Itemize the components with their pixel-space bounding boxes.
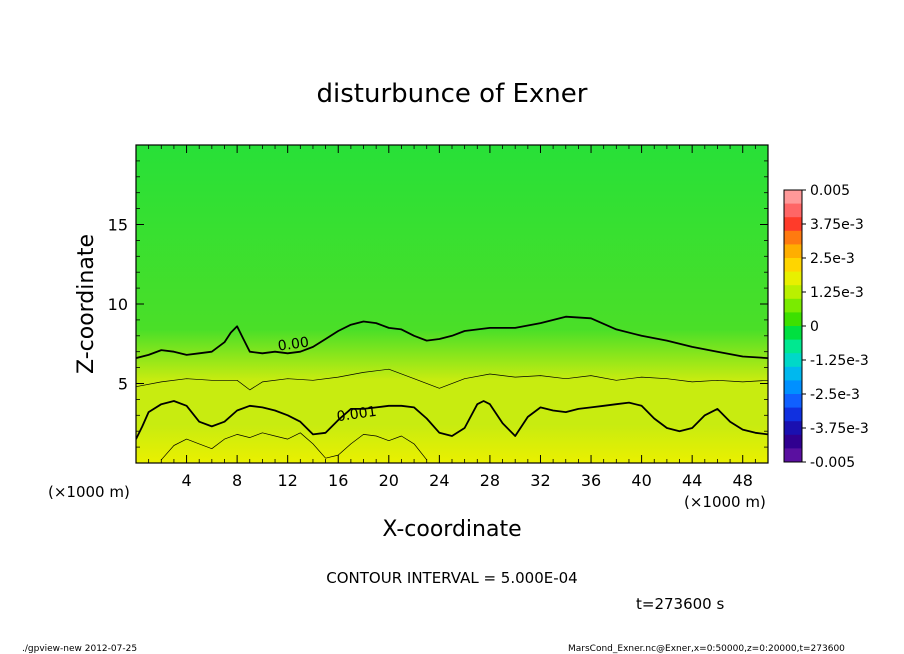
colorbar-swatch — [784, 380, 802, 395]
x-tick-label: 4 — [181, 471, 191, 490]
colorbar-label: 1.25e-3 — [810, 285, 864, 301]
colorbar-swatch — [784, 298, 802, 313]
contour-label-0: 0.00 — [277, 334, 310, 354]
x-unit-left: (×1000 m) — [48, 483, 130, 501]
x-axis: 4 8 12 16 20 24 28 32 36 40 44 48 — [148, 145, 756, 490]
colorbar-label: 0.005 — [810, 183, 850, 199]
contour-fill — [136, 145, 768, 463]
x-axis-label: X-coordinate — [382, 517, 521, 542]
colorbar-swatch — [784, 394, 802, 409]
time-label: t=273600 s — [636, 595, 724, 613]
colorbar-swatch — [784, 366, 802, 381]
x-tick-label: 48 — [733, 471, 753, 490]
colorbar-swatch — [784, 326, 802, 341]
contour-interval: CONTOUR INTERVAL = 5.000E-04 — [326, 569, 577, 587]
y-tick-label: 15 — [108, 216, 128, 235]
contour-line-2 — [136, 400, 768, 440]
x-tick-label: 8 — [232, 471, 242, 490]
contour-label-2: 0.001 — [336, 404, 378, 425]
x-tick-label: 16 — [328, 471, 348, 490]
colorbar-label: 2.5e-3 — [810, 251, 855, 267]
colorbar-swatch — [784, 312, 802, 327]
colorbar-swatch — [784, 258, 802, 273]
colorbar-swatch — [784, 190, 802, 205]
x-tick-label: 28 — [480, 471, 500, 490]
colorbar-swatch — [784, 271, 802, 286]
x-tick-label: 32 — [530, 471, 550, 490]
colorbar-swatch — [784, 285, 802, 300]
colorbar-swatch — [784, 230, 802, 245]
colorbar-swatch — [784, 203, 802, 218]
colorbar-swatch — [784, 407, 802, 422]
colorbar-label: -0.005 — [810, 455, 855, 471]
x-tick-label: 36 — [581, 471, 601, 490]
colorbar-label: 3.75e-3 — [810, 217, 864, 233]
colorbar-swatch — [784, 244, 802, 259]
x-tick-label: 44 — [682, 471, 702, 490]
colorbar-swatch — [784, 339, 802, 354]
colorbar-label: 0 — [810, 319, 819, 335]
y-axis-label: Z-coordinate — [74, 234, 99, 374]
y-tick-label: 5 — [118, 375, 128, 394]
contour-lines: 0.00 0.001 — [136, 315, 768, 461]
colorbar: 0.005 3.75e-3 2.5e-3 1.25e-3 0 -1.25e-3 -2.5e-… — [783, 183, 869, 471]
colorbar-swatch — [784, 217, 802, 232]
x-tick-label: 12 — [278, 471, 298, 490]
colorbar-swatch — [784, 353, 802, 368]
contour-line-0 — [136, 315, 768, 359]
x-tick-label: 24 — [429, 471, 449, 490]
plot-field: 0.00 0.001 — [136, 145, 768, 463]
chart-title: disturbunce of Exner — [317, 79, 588, 109]
y-tick-label: 10 — [108, 295, 128, 314]
colorbar-swatch — [784, 421, 802, 436]
x-unit-right: (×1000 m) — [684, 493, 766, 511]
footer-left: ./gpview-new 2012-07-25 — [22, 644, 137, 654]
colorbar-label: -1.25e-3 — [810, 353, 869, 369]
x-tick-label: 20 — [379, 471, 399, 490]
x-tick-label: 40 — [631, 471, 651, 490]
y-axis: 5 10 15 — [108, 160, 768, 448]
contour-line-3 — [161, 432, 427, 461]
colorbar-label: -2.5e-3 — [810, 387, 860, 403]
contour-line-1 — [136, 368, 768, 391]
colorbar-swatch — [784, 434, 802, 449]
footer-right: MarsCond_Exner.nc@Exner,x=0:50000,z=0:20… — [568, 644, 845, 654]
colorbar-swatch — [784, 448, 802, 463]
colorbar-label: -3.75e-3 — [810, 421, 869, 437]
